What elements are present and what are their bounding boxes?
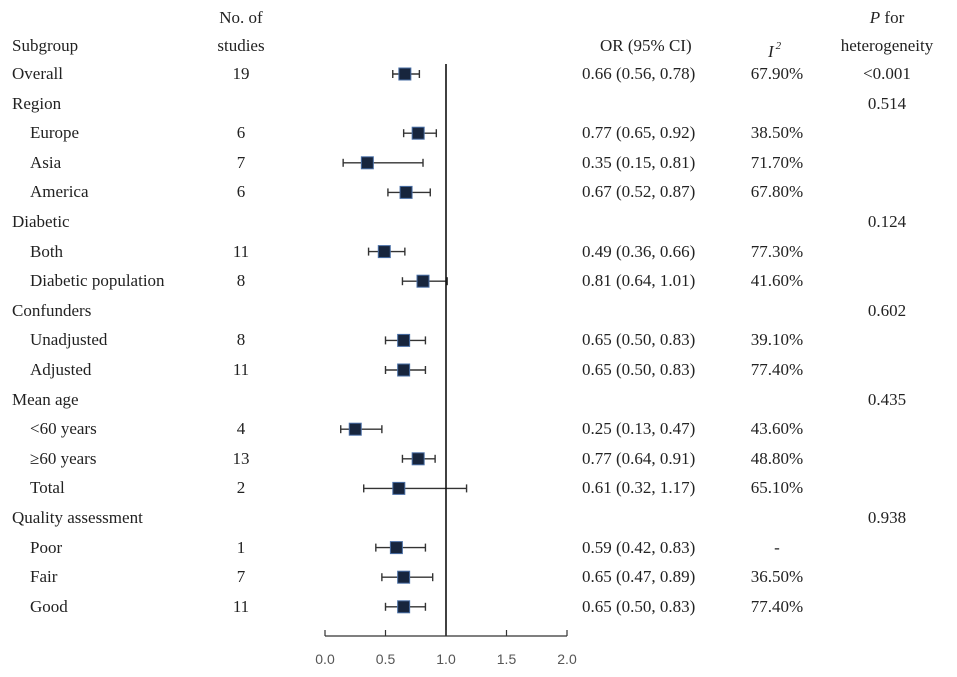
or-ci-value: 0.49 (0.36, 0.66) xyxy=(582,241,696,261)
or-point-marker xyxy=(389,541,403,555)
or-point-marker xyxy=(411,126,425,140)
i2-value: 36.50% xyxy=(750,567,804,587)
p-heterogeneity-value: 0.514 xyxy=(867,93,907,113)
i2-value: - xyxy=(774,537,780,557)
subgroup-label: Good xyxy=(30,596,68,616)
group-label: Confunders xyxy=(12,300,92,320)
or-point-marker xyxy=(377,245,391,259)
or-point-marker xyxy=(348,422,362,436)
header-studies-line1: No. of xyxy=(219,8,263,27)
studies-count: 6 xyxy=(236,182,246,202)
group-label: Region xyxy=(12,93,62,113)
or-ci-value: 0.65 (0.47, 0.89) xyxy=(582,567,696,587)
x-axis-tick-label: 1.5 xyxy=(497,651,517,667)
studies-count: 4 xyxy=(236,419,246,439)
or-ci-value: 0.81 (0.64, 1.01) xyxy=(582,271,696,291)
header-or-ci: OR (95% CI) xyxy=(600,36,692,55)
i2-value: 77.30% xyxy=(750,241,804,261)
subgroup-label: Adjusted xyxy=(30,360,92,379)
i2-value: 48.80% xyxy=(750,448,804,468)
subgroup-label: Diabetic population xyxy=(30,271,165,291)
or-ci-value: 0.67 (0.52, 0.87) xyxy=(582,182,696,202)
i2-value: 41.60% xyxy=(750,271,804,291)
i2-value: 65.10% xyxy=(750,478,804,498)
or-point-marker xyxy=(397,363,411,377)
p-heterogeneity-value: 0.435 xyxy=(867,389,907,409)
header-p-line2: heterogeneity xyxy=(840,36,934,55)
or-point-marker xyxy=(397,600,411,614)
studies-count: 7 xyxy=(236,567,246,587)
or-ci-value: 0.65 (0.50, 0.83) xyxy=(582,360,696,379)
i2-value: 67.80% xyxy=(750,182,804,202)
header-i2-sup: 2 xyxy=(775,40,782,52)
header-p-italic: P xyxy=(869,8,881,27)
header-p-rest: for xyxy=(880,8,905,27)
group-label: Overall xyxy=(12,64,63,83)
i2-value: 77.40% xyxy=(750,360,804,379)
studies-count: 8 xyxy=(236,330,246,350)
or-ci-value: 0.66 (0.56, 0.78) xyxy=(582,64,696,83)
subgroup-label: America xyxy=(30,182,89,202)
studies-count: 11 xyxy=(232,596,250,616)
or-ci-value: 0.77 (0.65, 0.92) xyxy=(582,123,696,143)
header-subgroup: Subgroup xyxy=(12,36,79,55)
or-point-marker xyxy=(399,185,413,199)
studies-count: 6 xyxy=(236,123,246,143)
studies-count: 13 xyxy=(232,448,250,468)
header-p-line1: P for xyxy=(832,8,942,28)
or-point-marker xyxy=(392,481,406,495)
or-point-marker xyxy=(397,333,411,347)
or-ci-value: 0.59 (0.42, 0.83) xyxy=(582,537,696,557)
or-point-marker xyxy=(360,156,374,170)
header-i2-base: I xyxy=(768,42,774,61)
or-point-marker xyxy=(416,274,430,288)
group-label: Diabetic xyxy=(12,212,70,231)
or-ci-value: 0.77 (0.64, 0.91) xyxy=(582,448,696,468)
subgroup-label: Both xyxy=(30,241,64,261)
p-heterogeneity-value: 0.124 xyxy=(867,212,907,231)
subgroup-label: Europe xyxy=(30,123,80,143)
or-ci-value: 0.65 (0.50, 0.83) xyxy=(582,330,696,350)
group-label: Mean age xyxy=(12,389,79,409)
i2-value: 71.70% xyxy=(750,152,804,172)
p-heterogeneity-value: 0.938 xyxy=(867,508,907,527)
i2-value: 77.40% xyxy=(750,596,804,616)
studies-count: 2 xyxy=(236,478,246,498)
x-axis-tick-label: 1.0 xyxy=(436,651,456,667)
subgroup-label: Fair xyxy=(30,567,58,587)
subgroup-label: Asia xyxy=(30,152,62,172)
studies-count: 1 xyxy=(236,537,246,557)
studies-count: 8 xyxy=(236,271,246,291)
x-axis-tick-label: 0.5 xyxy=(376,651,396,667)
subgroup-label: Unadjusted xyxy=(30,330,108,350)
or-ci-value: 0.25 (0.13, 0.47) xyxy=(582,419,696,439)
i2-value: 43.60% xyxy=(750,419,804,439)
subgroup-label: Poor xyxy=(30,537,63,557)
subgroup-label: ≥60 years xyxy=(30,448,97,468)
studies-count: 7 xyxy=(236,152,246,172)
or-ci-value: 0.65 (0.50, 0.83) xyxy=(582,596,696,616)
i2-value: 67.90% xyxy=(750,64,804,83)
studies-count: 11 xyxy=(232,360,250,379)
p-heterogeneity-value: 0.602 xyxy=(867,300,907,320)
or-point-marker xyxy=(398,67,412,81)
group-label: Quality assessment xyxy=(12,508,143,527)
x-axis-tick-label: 2.0 xyxy=(557,651,577,667)
i2-value: 38.50% xyxy=(750,123,804,143)
or-point-marker xyxy=(411,452,425,466)
studies-count: 19 xyxy=(232,64,250,83)
studies-count: 11 xyxy=(232,241,250,261)
i2-value: 39.10% xyxy=(750,330,804,350)
or-ci-value: 0.61 (0.32, 1.17) xyxy=(582,478,696,498)
or-ci-value: 0.35 (0.15, 0.81) xyxy=(582,152,696,172)
p-heterogeneity-value: <0.001 xyxy=(863,64,911,83)
subgroup-label: Total xyxy=(30,478,65,498)
subgroup-label: <60 years xyxy=(30,419,97,439)
or-point-marker xyxy=(397,570,411,584)
x-axis-tick-label: 0.0 xyxy=(315,651,335,667)
header-studies-line2: studies xyxy=(217,36,265,55)
